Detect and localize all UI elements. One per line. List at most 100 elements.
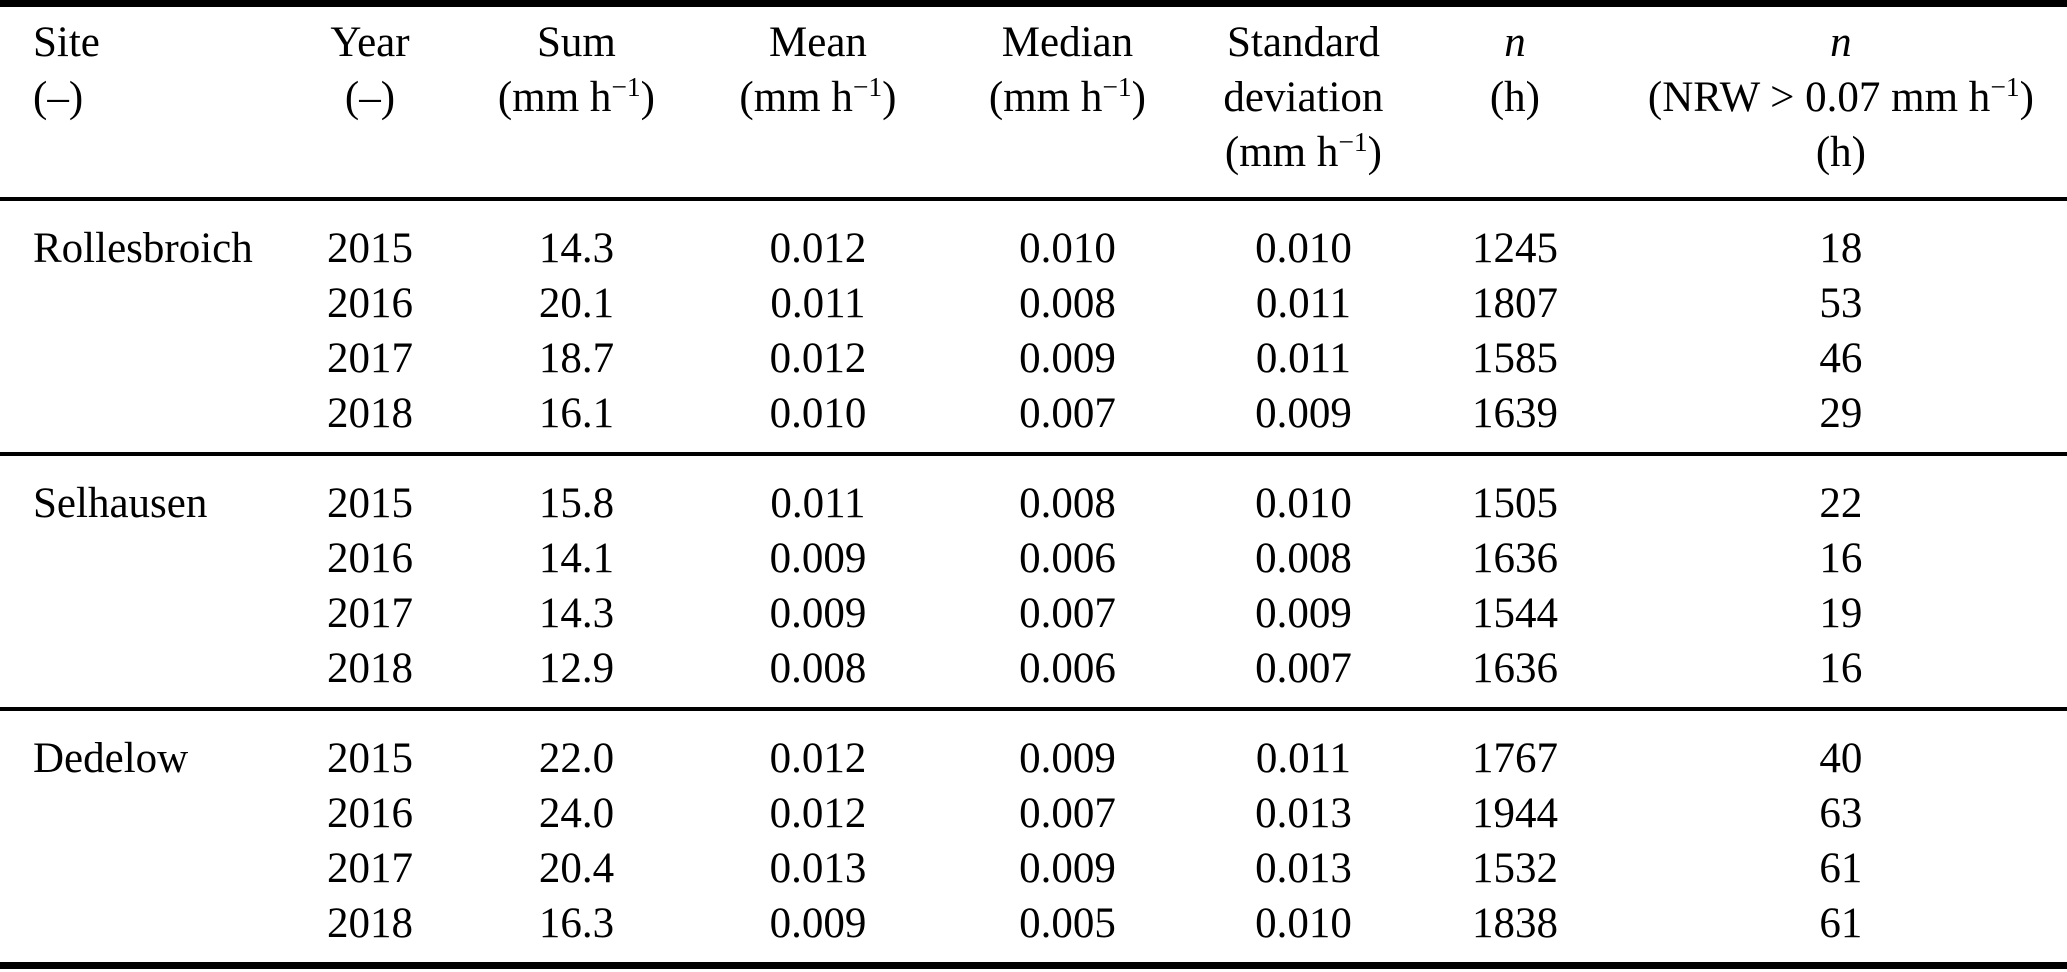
column-unit: (mm h−1) (988, 70, 1146, 121)
cell-sum: 22.0 (538, 735, 615, 782)
cell-year: 2015 (326, 735, 413, 782)
cell-std: 0.013 (1255, 790, 1352, 837)
superscript-minus-one: −1 (1338, 125, 1368, 157)
cell-mean: 0.010 (769, 390, 867, 437)
cell-sum: 20.1 (538, 280, 615, 327)
cell-median: 0.008 (1019, 480, 1116, 527)
cell-std: 0.008 (1255, 535, 1352, 582)
cell-median: 0.006 (1019, 645, 1116, 692)
cell-year: 2015 (326, 480, 413, 527)
column-unit: (–) (344, 74, 396, 121)
cell-n: 1838 (1471, 900, 1558, 947)
cell-std: 0.011 (1255, 735, 1352, 782)
table-row: 2017 18.7 0.012 0.009 0.011 1585 46 (0, 331, 2067, 386)
column-unit: (h) (1815, 129, 1866, 176)
cell-sum: 15.8 (538, 480, 615, 527)
cell-year: 2017 (326, 335, 413, 382)
table-row: Rollesbroich 2015 14.3 0.012 0.010 0.010 1245 1… (0, 221, 2067, 276)
table-row: 2016 14.1 0.009 0.006 0.008 1636 16 (0, 531, 2067, 586)
cell-n_nrw: 53 (1819, 280, 1863, 327)
cell-std: 0.013 (1255, 845, 1352, 892)
cell-site (0, 896, 280, 951)
cell-mean: 0.009 (769, 535, 867, 582)
column-header-sum: Sum (mm h−1) (460, 15, 693, 180)
cell-site (0, 586, 280, 641)
cell-n_nrw: 46 (1819, 335, 1863, 382)
table-row: Selhausen 2015 15.8 0.011 0.008 0.010 1505 22 (0, 476, 2067, 531)
cell-mean: 0.012 (769, 735, 867, 782)
cell-n: 1636 (1471, 535, 1558, 582)
cell-mean: 0.013 (769, 845, 867, 892)
table-bottom-rule (0, 962, 2067, 969)
table-row: 2016 20.1 0.011 0.008 0.011 1807 53 (0, 276, 2067, 331)
cell-site (0, 531, 280, 586)
table-body: Rollesbroich 2015 14.3 0.012 0.010 0.010 1245 1… (0, 201, 2067, 962)
column-header-standard-deviation: Standard deviation (mm h−1) (1192, 15, 1415, 180)
cell-mean: 0.011 (770, 480, 866, 527)
column-unit: (mm h−1) (739, 70, 897, 121)
cell-n_nrw: 29 (1819, 390, 1863, 437)
table-top-rule (0, 0, 2067, 7)
cell-site (0, 841, 280, 896)
cell-sum: 14.1 (538, 535, 615, 582)
site-group-rollesbroich: Rollesbroich 2015 14.3 0.012 0.010 0.010 1245 1… (0, 201, 2067, 452)
cell-std: 0.011 (1255, 335, 1352, 382)
cell-n_nrw: 61 (1819, 845, 1863, 892)
superscript-minus-one: −1 (1102, 70, 1132, 102)
cell-site (0, 331, 280, 386)
cell-n: 1807 (1471, 280, 1558, 327)
cell-n_nrw: 18 (1819, 225, 1863, 272)
cell-year: 2017 (326, 845, 413, 892)
table-row: 2017 20.4 0.013 0.009 0.013 1532 61 (0, 841, 2067, 896)
cell-year: 2017 (326, 590, 413, 637)
table-row: 2018 16.1 0.010 0.007 0.009 1639 29 (0, 386, 2067, 441)
column-label: Mean (769, 19, 867, 66)
column-unit: (mm h−1) (1224, 125, 1382, 176)
cell-sum: 18.7 (538, 335, 615, 382)
cell-median: 0.010 (1019, 225, 1116, 272)
column-label: Sum (537, 19, 616, 66)
table-row: 2018 16.3 0.009 0.005 0.010 1838 61 (0, 896, 2067, 951)
cell-median: 0.007 (1019, 590, 1116, 637)
cell-n: 1767 (1471, 735, 1558, 782)
group-separator-rule (0, 452, 2067, 456)
cell-sum: 16.1 (538, 390, 615, 437)
cell-std: 0.009 (1255, 590, 1352, 637)
cell-n_nrw: 19 (1819, 590, 1863, 637)
column-unit: (–) (33, 74, 84, 121)
column-header-site: Site (–) (0, 15, 280, 180)
site-group-selhausen: Selhausen 2015 15.8 0.011 0.008 0.010 1505 22 20… (0, 456, 2067, 707)
column-unit: (mm h−1) (497, 70, 655, 121)
cell-mean: 0.009 (769, 900, 867, 947)
cell-n: 1505 (1471, 480, 1558, 527)
cell-median: 0.009 (1019, 335, 1116, 382)
cell-year: 2018 (326, 645, 413, 692)
cell-site (0, 641, 280, 696)
header-separator-rule (0, 197, 2067, 201)
cell-n: 1639 (1471, 390, 1558, 437)
cell-sum: 14.3 (538, 225, 615, 272)
cell-n: 1636 (1471, 645, 1558, 692)
column-header-median: Median (mm h−1) (943, 15, 1192, 180)
column-label: n (1504, 19, 1526, 66)
cell-n_nrw: 63 (1819, 790, 1863, 837)
cell-median: 0.005 (1019, 900, 1116, 947)
cell-site (0, 276, 280, 331)
column-label: Standard (1227, 19, 1380, 66)
column-label: Year (330, 19, 410, 66)
superscript-minus-one: −1 (852, 70, 883, 102)
cell-n_nrw: 40 (1819, 735, 1863, 782)
cell-mean: 0.012 (769, 790, 867, 837)
column-unit: deviation (1223, 74, 1384, 121)
site-group-dedelow: Dedelow 2015 22.0 0.012 0.009 0.011 1767 40 2016… (0, 711, 2067, 962)
table-row: 2016 24.0 0.012 0.007 0.013 1944 63 (0, 786, 2067, 841)
cell-median: 0.007 (1019, 390, 1116, 437)
cell-sum: 24.0 (538, 790, 615, 837)
cell-sum: 12.9 (538, 645, 615, 692)
cell-std: 0.007 (1255, 645, 1352, 692)
cell-n_nrw: 16 (1819, 645, 1863, 692)
table-header-row: Site (–) Year (–) Sum (mm h−1) Mean (mm h−1) Med… (0, 7, 2067, 197)
cell-site (0, 786, 280, 841)
table-row: Dedelow 2015 22.0 0.012 0.009 0.011 1767 40 (0, 731, 2067, 786)
